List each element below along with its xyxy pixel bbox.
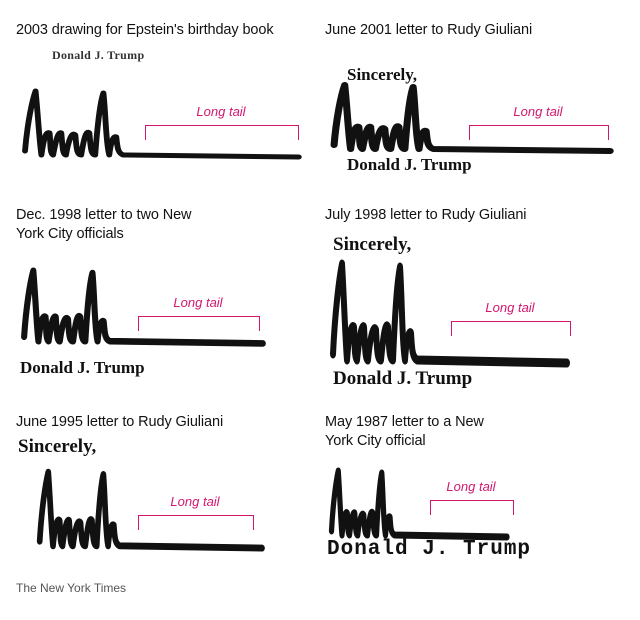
closing-text: Sincerely,: [333, 234, 412, 255]
printed-name: Donald J. Trump: [347, 155, 472, 174]
panel-2003: 2003 drawing for Epstein's birthday book…: [16, 21, 316, 191]
panel-july-1998: July 1998 letter to Rudy Giuliani Sincer…: [325, 206, 625, 396]
panel-june-1995: June 1995 letter to Rudy Giuliani Sincer…: [16, 413, 316, 568]
panel-caption: June 2001 letter to Rudy Giuliani: [325, 22, 533, 38]
tail-bracket: [145, 125, 299, 140]
closing-text: Sincerely,: [347, 65, 418, 84]
panel-caption: June 1995 letter to Rudy Giuliani: [16, 414, 224, 430]
panel-caption: July 1998 letter to Rudy Giuliani: [325, 207, 527, 223]
printed-name: Donald J. Trump: [327, 538, 532, 561]
panel-caption: 2003 drawing for Epstein's birthday book: [16, 22, 274, 38]
source-credit: The New York Times: [16, 581, 127, 595]
tail-label: Long tail: [446, 479, 496, 494]
closing-text: Sincerely,: [18, 436, 97, 457]
tail-label: Long tail: [513, 104, 563, 119]
tail-bracket: [138, 316, 260, 331]
tail-label: Long tail: [485, 300, 535, 315]
panel-caption: Dec. 1998 letter to two New York City of…: [16, 207, 192, 242]
panel-dec-1998: Dec. 1998 letter to two New York City of…: [16, 206, 316, 396]
tail-label: Long tail: [196, 104, 246, 119]
tail-label: Long tail: [173, 295, 223, 310]
tail-bracket: [451, 321, 571, 336]
tail-bracket: [138, 515, 254, 530]
tail-bracket: [430, 500, 514, 515]
printed-name: Donald J. Trump: [52, 48, 145, 62]
panel-may-1987: May 1987 letter to a New York City offic…: [325, 413, 625, 568]
printed-name: Donald J. Trump: [333, 368, 473, 389]
tail-bracket: [469, 125, 609, 140]
tail-label: Long tail: [170, 494, 220, 509]
panel-june-2001: June 2001 letter to Rudy Giuliani Sincer…: [325, 21, 625, 191]
printed-name: Donald J. Trump: [20, 358, 145, 377]
panel-caption: May 1987 letter to a New York City offic…: [325, 414, 484, 449]
